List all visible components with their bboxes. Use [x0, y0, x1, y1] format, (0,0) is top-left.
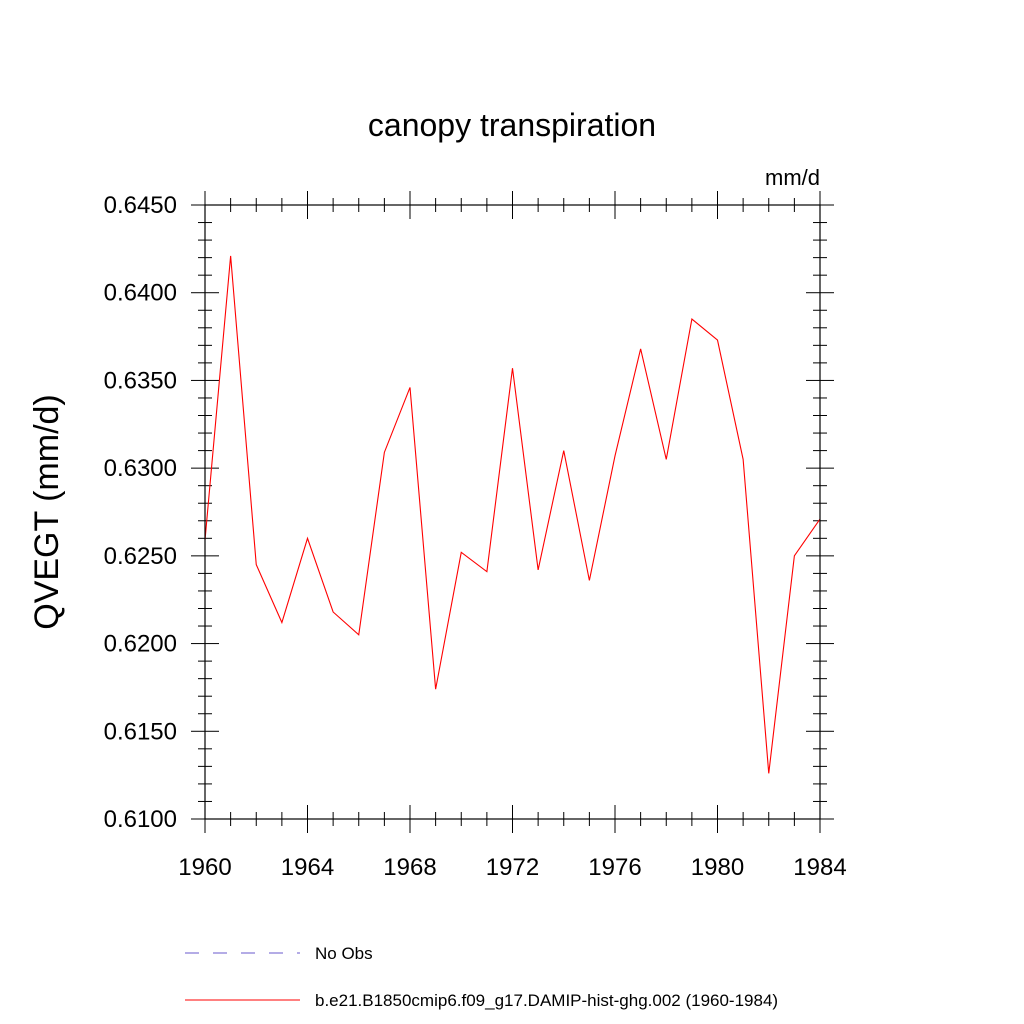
- x-tick-label: 1960: [178, 854, 231, 881]
- tick-labels: 1960 1964 1968 1972 1976 1980 1984 0.6100 0.6150…: [104, 192, 847, 881]
- series-layer: [204, 255, 821, 774]
- legend-label-no-obs: No Obs: [315, 944, 373, 963]
- x-tick-label: 1972: [486, 854, 539, 881]
- y-axis-label: QVEGT (mm/d): [28, 394, 66, 630]
- y-tick-label: 0.6150: [104, 718, 177, 745]
- y-tick-label: 0.6300: [104, 455, 177, 482]
- plot-frame: [204, 204, 821, 820]
- x-tick-label: 1976: [588, 854, 641, 881]
- y-tick-label: 0.6350: [104, 367, 177, 394]
- x-tick-label: 1984: [793, 854, 846, 881]
- units-label: mm/d: [765, 165, 820, 190]
- y-tick-label: 0.6450: [104, 192, 177, 219]
- y-tick-label: 0.6400: [104, 280, 177, 307]
- y-tick-label: 0.6250: [104, 543, 177, 570]
- x-tick-label: 1964: [281, 854, 334, 881]
- x-tick-label: 1980: [691, 854, 744, 881]
- x-tick-label: 1968: [383, 854, 436, 881]
- chart-title: canopy transpiration: [368, 107, 656, 143]
- legend-label-model: b.e21.B1850cmip6.f09_g17.DAMIP-hist-ghg.…: [315, 991, 778, 1010]
- axis-ticks: [191, 191, 834, 833]
- y-tick-label: 0.6200: [104, 631, 177, 658]
- series-line: [204, 255, 821, 774]
- y-tick-label: 0.6100: [104, 806, 177, 833]
- legend: No Obs b.e21.B1850cmip6.f09_g17.DAMIP-hi…: [185, 944, 778, 1010]
